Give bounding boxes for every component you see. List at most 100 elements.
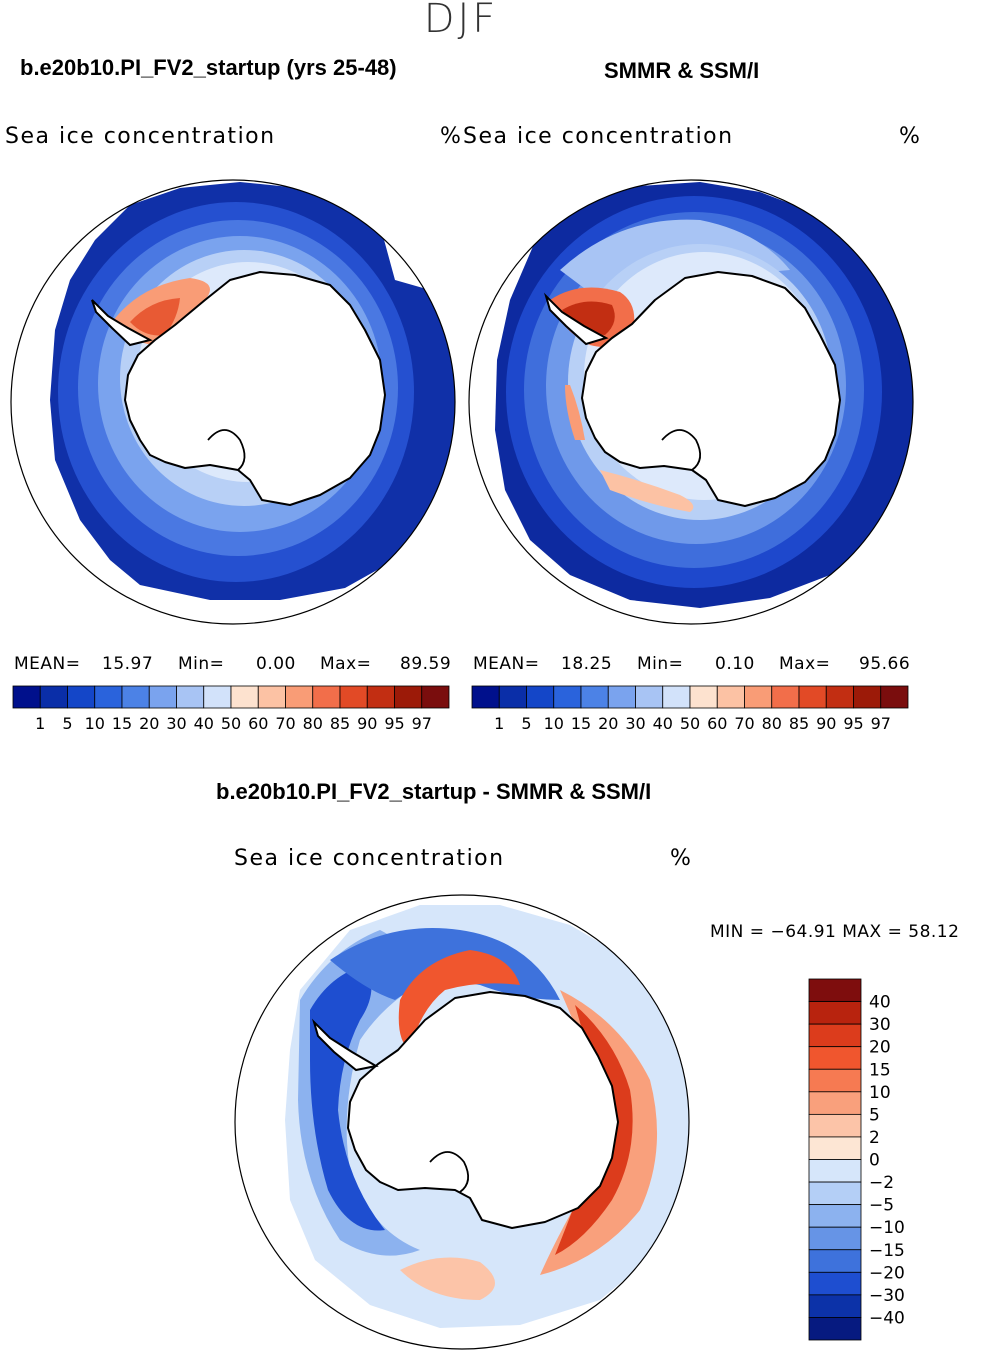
diff-colorbar-swatch: [808, 1113, 862, 1138]
left-colorbar-tick-label: 97: [412, 714, 432, 733]
left-colorbar-tick-label: 30: [166, 714, 186, 733]
right-colorbar-swatch: [798, 685, 827, 709]
right-colorbar-swatch: [689, 685, 718, 709]
right-colorbar-tick-label: 30: [625, 714, 645, 733]
right-max-label: Max=: [779, 654, 831, 674]
diff-colorbar-label: 15: [869, 1060, 891, 1080]
right-colorbar-swatch: [526, 685, 555, 709]
right-colorbar-swatch: [771, 685, 800, 709]
left-colorbar-swatch: [230, 685, 259, 709]
right-ross-sea-ice: [600, 470, 694, 512]
left-panel-units: %: [440, 124, 463, 149]
left-colorbar-tick-label: 15: [112, 714, 132, 733]
right-colorbar-swatch: [635, 685, 664, 709]
left-colorbar-swatch: [285, 685, 314, 709]
diff-colorbar-label: −20: [869, 1263, 905, 1283]
diff-weddell-positive: [398, 950, 520, 1050]
diff-colorbar-label: −30: [869, 1286, 905, 1306]
right-colorbar-swatch: [607, 685, 636, 709]
left-min-value: 0.00: [256, 654, 296, 674]
right-colorbar-tick-label: 95: [843, 714, 863, 733]
right-panel-title: SMMR & SSM/I: [604, 58, 760, 83]
right-concentration-colorbar: 1 5 10 15 20 30 40 50 60 70 80 85 90 95 97: [471, 685, 909, 733]
diff-colorbar-label: 30: [869, 1015, 891, 1035]
right-min-label: Min=: [637, 654, 684, 674]
right-colorbar-swatch: [744, 685, 773, 709]
left-colorbar-tick-label: 10: [85, 714, 105, 733]
diff-colorbar-label: −10: [869, 1218, 905, 1238]
right-colorbar-swatch: [471, 685, 500, 709]
diff-colorbar-label: −40: [869, 1308, 905, 1328]
left-panel-title: b.e20b10.PI_FV2_startup (yrs 25-48): [20, 55, 397, 80]
right-colorbar-swatch: [662, 685, 691, 709]
diff-colorbar-swatch: [808, 1001, 862, 1025]
right-weddell-core: [562, 301, 615, 335]
diff-colorbar-label: 0: [869, 1151, 880, 1171]
right-colorbar-tick-label: 60: [707, 714, 727, 733]
right-panel-units: %: [899, 124, 922, 149]
diff-colorbar-label: 40: [869, 993, 891, 1013]
right-colorbar-tick-label: 15: [571, 714, 591, 733]
right-min-value: 0.10: [715, 654, 755, 674]
right-mean-value: 18.25: [561, 654, 613, 674]
diff-colorbar-swatch: [808, 1294, 862, 1318]
diff-colorbar-swatch: [808, 1317, 862, 1341]
right-colorbar-swatch: [498, 685, 527, 709]
left-colorbar-swatch: [421, 685, 450, 709]
right-amundsen-ice: [565, 385, 585, 440]
left-max-label: Max=: [320, 654, 372, 674]
right-colorbar-swatch: [580, 685, 609, 709]
diff-colorbar-swatch: [808, 1068, 862, 1093]
right-colorbar-tick-label: 20: [598, 714, 618, 733]
left-antarctica-outline: [124, 271, 386, 506]
season-title: DJF: [423, 0, 499, 42]
left-panel-subtitle: Sea ice concentration: [5, 124, 276, 149]
right-colorbar-tick-label: 70: [734, 714, 754, 733]
diff-map-boundary: [234, 894, 690, 1350]
left-colorbar-swatch: [148, 685, 177, 709]
right-map-boundary: [468, 179, 914, 625]
left-colorbar-tick-label: 60: [248, 714, 268, 733]
right-antarctic-peninsula: [543, 292, 609, 346]
right-max-value: 95.66: [859, 654, 911, 674]
right-colorbar-tick-label: 90: [816, 714, 836, 733]
diff-colorbar-label: 2: [869, 1128, 880, 1148]
right-colorbar-tick-label: 1: [494, 714, 504, 733]
right-mean-label: MEAN=: [473, 654, 540, 674]
diff-colorbar-swatch: [808, 978, 862, 1002]
diff-colorbar-swatch: [808, 1159, 862, 1183]
right-colorbar-tick-label: 85: [789, 714, 809, 733]
diff-panel-subtitle: Sea ice concentration: [234, 846, 505, 871]
right-antarctica-outline: [581, 271, 841, 507]
left-colorbar-swatch: [121, 685, 150, 709]
right-colorbar-tick-label: 97: [871, 714, 891, 733]
right-panel-subtitle: Sea ice concentration: [463, 124, 734, 149]
diff-colorbar-swatch: [808, 1226, 862, 1251]
diff-colorbar-label: −15: [869, 1241, 905, 1261]
left-ross-ice-shelf-line: [207, 429, 246, 471]
diff-minmax: MIN = −64.91 MAX = 58.12: [710, 922, 960, 942]
diff-colorbar-swatch: [808, 1249, 862, 1273]
left-colorbar-swatch: [176, 685, 205, 709]
left-colorbar-tick-label: 70: [275, 714, 295, 733]
right-colorbar-swatch: [825, 685, 854, 709]
diff-panel-title: b.e20b10.PI_FV2_startup - SMMR & SSM/I: [216, 779, 652, 804]
right-colorbar-tick-label: 80: [762, 714, 782, 733]
right-colorbar-tick-label: 10: [544, 714, 564, 733]
diff-colorbar-label: −5: [869, 1196, 894, 1216]
left-max-value: 89.59: [400, 654, 452, 674]
right-ross-ice-shelf-line: [661, 429, 702, 471]
diff-ross-positive: [400, 1257, 495, 1300]
left-mean-label: MEAN=: [14, 654, 81, 674]
right-colorbar-tick-label: 40: [653, 714, 673, 733]
right-colorbar-swatch: [553, 685, 582, 709]
right-colorbar-tick-label: 5: [521, 714, 531, 733]
right-colorbar-swatch: [716, 685, 745, 709]
diff-antarctica-outline: [347, 991, 619, 1229]
left-colorbar-tick-label: 5: [62, 714, 72, 733]
diff-west-strong-negative: [310, 965, 385, 1231]
diff-panel-units: %: [670, 846, 693, 871]
diff-colorbar-swatch: [808, 1023, 862, 1048]
